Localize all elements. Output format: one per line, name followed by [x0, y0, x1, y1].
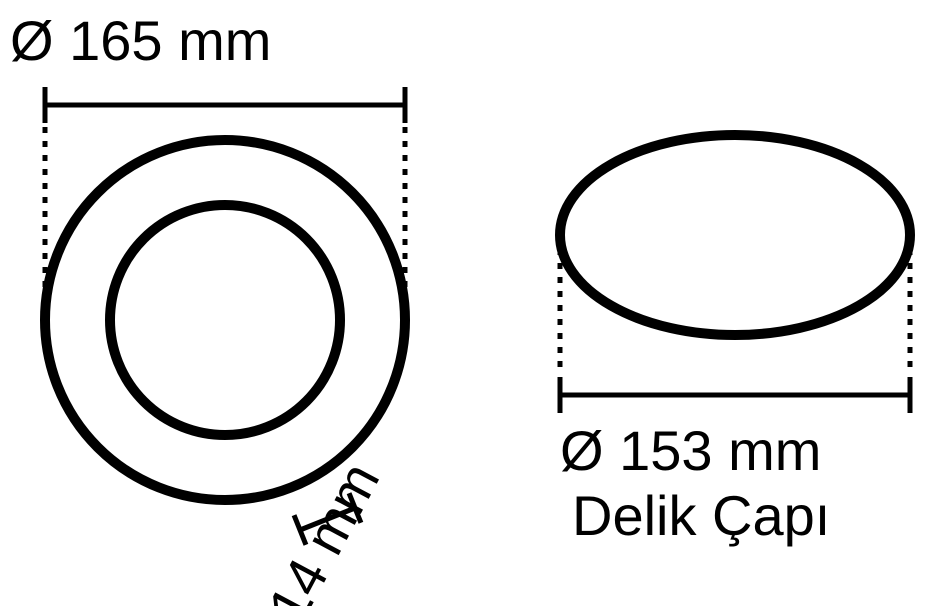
rim-thickness-label: 14 mm: [255, 452, 391, 606]
cutout-ellipse: [560, 135, 910, 335]
right-view-group: Ø 153 mm Delik Çapı: [560, 135, 910, 547]
rim-thickness-dimension: 14 mm: [255, 452, 391, 606]
left-view-group: Ø 165 mm 14 mm: [10, 9, 405, 606]
hole-diameter-sublabel: Delik Çapı: [572, 484, 830, 547]
technical-drawing: Ø 165 mm 14 mm Ø 153 mm Delik Çapı: [0, 0, 950, 606]
hole-diameter-label: Ø 153 mm: [560, 419, 821, 482]
outer-diameter-label: Ø 165 mm: [10, 9, 271, 72]
inner-circle: [110, 205, 340, 435]
outer-circle: [45, 140, 405, 500]
